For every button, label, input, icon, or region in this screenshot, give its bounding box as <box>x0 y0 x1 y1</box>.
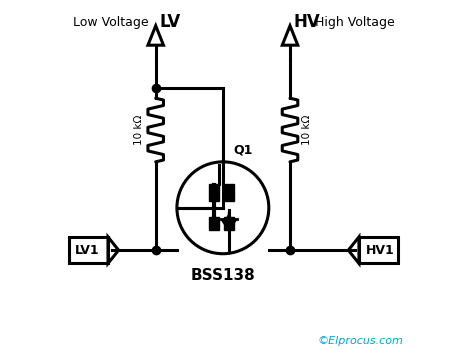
Text: HV: HV <box>293 13 320 31</box>
Bar <box>210 217 219 230</box>
Bar <box>210 185 219 201</box>
Bar <box>69 237 108 264</box>
Bar <box>359 237 398 264</box>
Bar <box>224 217 234 230</box>
Bar <box>224 185 234 201</box>
Text: Q1: Q1 <box>234 144 253 157</box>
Text: Low Voltage: Low Voltage <box>73 16 149 29</box>
Text: High Voltage: High Voltage <box>315 16 394 29</box>
Text: ©Elprocus.com: ©Elprocus.com <box>317 336 403 346</box>
Text: HV1: HV1 <box>366 244 394 257</box>
Text: BSS138: BSS138 <box>191 268 255 283</box>
Text: 10 kΩ: 10 kΩ <box>134 115 144 145</box>
Text: 10 kΩ: 10 kΩ <box>302 115 312 145</box>
Polygon shape <box>221 219 237 231</box>
Text: LV1: LV1 <box>74 244 99 257</box>
Text: LV: LV <box>159 13 181 31</box>
